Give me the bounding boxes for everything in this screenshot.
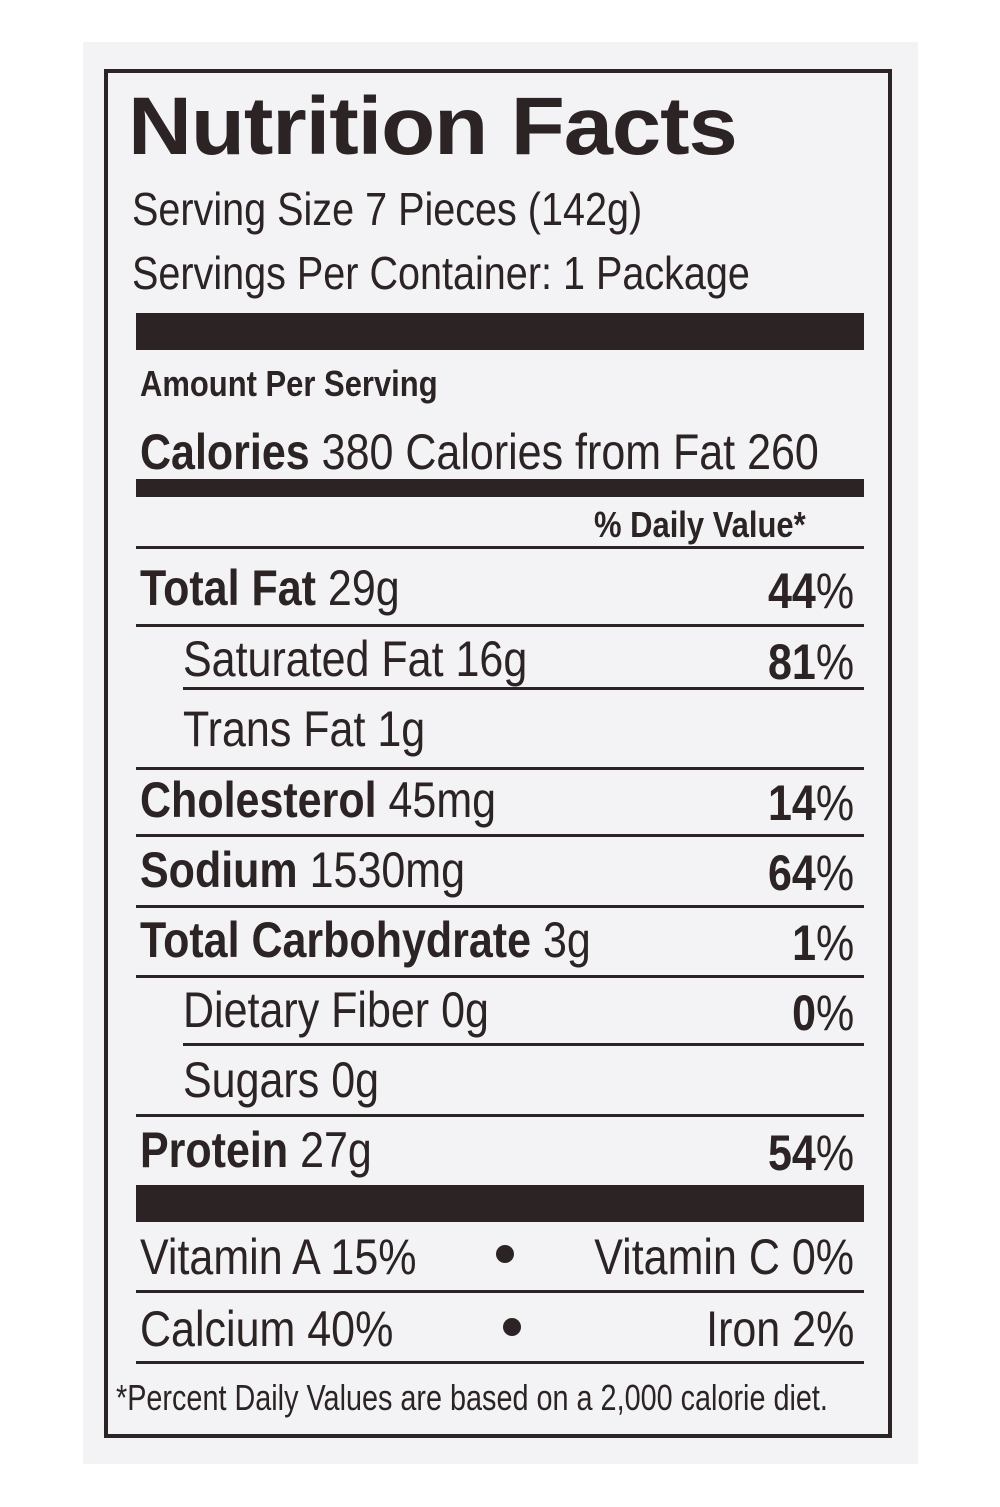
rule bbox=[136, 834, 864, 837]
nutrient-row-total-carbohydrate: Total Carbohydrate 3g bbox=[140, 915, 591, 965]
rule-dv-header bbox=[136, 546, 864, 549]
nutrient-name: Sugars bbox=[183, 1052, 320, 1108]
nutrient-row-saturated-fat: Saturated Fat 16g bbox=[183, 634, 527, 684]
amount-per-serving: Amount Per Serving bbox=[140, 363, 438, 404]
nutrient-row-cholesterol: Cholesterol 45mg bbox=[140, 775, 496, 825]
nutrient-row-total-fat: Total Fat 29g bbox=[140, 563, 400, 613]
calories-row: Calories 380 Calories from Fat 260 bbox=[140, 427, 819, 477]
rule bbox=[136, 624, 864, 627]
rule bbox=[136, 767, 864, 770]
footnote: *Percent Daily Values are based on a 2,0… bbox=[116, 1377, 828, 1418]
nutrient-amount: 27g bbox=[300, 1122, 372, 1178]
calories-from-fat: Calories from Fat 260 bbox=[405, 424, 819, 480]
calcium: Calcium 40% bbox=[140, 1301, 394, 1357]
nutrient-amount: 0g bbox=[331, 1052, 380, 1108]
rule bbox=[136, 1114, 864, 1117]
nutrient-name: Protein bbox=[140, 1122, 289, 1178]
nutrient-amount: 1530mg bbox=[309, 842, 466, 898]
nutrient-name: Cholesterol bbox=[140, 772, 377, 828]
bullet-separator bbox=[496, 1245, 514, 1263]
thick-divider-bottom bbox=[136, 1185, 864, 1222]
label-background bbox=[83, 42, 918, 1464]
nutrient-name: Trans Fat bbox=[183, 701, 366, 757]
nutrient-amount: 3g bbox=[542, 912, 591, 968]
calories-value: 380 bbox=[321, 424, 394, 480]
nutrient-pct-saturated-fat: 81% bbox=[767, 634, 854, 690]
rule bbox=[183, 687, 864, 690]
nutrient-pct-total-fat: 44% bbox=[767, 563, 854, 619]
vitamin-a: Vitamin A 15% bbox=[140, 1229, 417, 1285]
nutrient-pct-cholesterol: 14% bbox=[767, 775, 854, 831]
nutrient-name: Total Fat bbox=[140, 560, 316, 616]
nutrient-row-protein: Protein 27g bbox=[140, 1125, 372, 1175]
nutrient-pct-protein: 54% bbox=[767, 1125, 854, 1181]
rule bbox=[183, 1043, 864, 1046]
iron: Iron 2% bbox=[705, 1301, 854, 1357]
medium-divider bbox=[136, 479, 864, 497]
nutrient-amount: 1g bbox=[377, 701, 426, 757]
thick-divider-top bbox=[136, 313, 864, 350]
vitamin-c: Vitamin C 0% bbox=[594, 1229, 854, 1285]
calories-label: Calories bbox=[140, 424, 310, 480]
nutrient-amount: 29g bbox=[327, 560, 400, 616]
bullet-separator bbox=[503, 1318, 521, 1336]
nutrient-amount: 0g bbox=[441, 982, 489, 1038]
nutrient-pct-sodium: 64% bbox=[767, 845, 854, 901]
daily-value-header: % Daily Value* bbox=[594, 504, 806, 545]
nutrient-row-dietary-fiber: Dietary Fiber 0g bbox=[183, 985, 489, 1035]
nutrient-pct-total-carbohydrate: 1% bbox=[791, 915, 854, 971]
nutrient-row-trans-fat: Trans Fat 1g bbox=[183, 704, 425, 754]
rule bbox=[136, 1361, 864, 1364]
nutrient-name: Sodium bbox=[140, 842, 298, 898]
nutrient-pct-dietary-fiber: 0% bbox=[791, 985, 854, 1041]
rule bbox=[136, 975, 864, 978]
nutrient-amount: 45mg bbox=[388, 772, 497, 828]
label-title: Nutrition Facts bbox=[128, 81, 738, 172]
nutrient-name: Saturated Fat bbox=[183, 631, 444, 687]
rule bbox=[136, 1290, 864, 1293]
nutrient-row-sodium: Sodium 1530mg bbox=[140, 845, 465, 895]
nutrient-amount: 16g bbox=[455, 631, 528, 687]
nutrient-row-sugars: Sugars 0g bbox=[183, 1055, 379, 1105]
nutrient-name: Dietary Fiber bbox=[183, 982, 430, 1038]
serving-size: Serving Size 7 Pieces (142g) bbox=[132, 183, 643, 235]
servings-per-container: Servings Per Container: 1 Package bbox=[132, 247, 750, 299]
nutrient-name: Total Carbohydrate bbox=[140, 912, 532, 968]
nutrition-label-border bbox=[104, 69, 892, 1438]
rule bbox=[136, 905, 864, 908]
